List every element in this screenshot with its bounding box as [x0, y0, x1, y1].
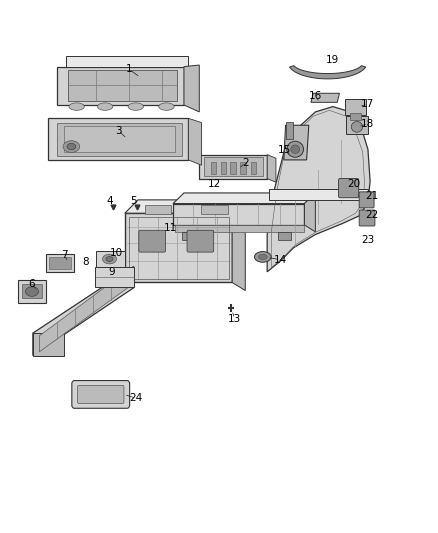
Polygon shape	[18, 280, 46, 303]
Ellipse shape	[69, 103, 84, 110]
Ellipse shape	[128, 103, 143, 110]
Text: 23: 23	[361, 235, 374, 245]
Ellipse shape	[159, 103, 174, 110]
Polygon shape	[33, 266, 134, 356]
FancyBboxPatch shape	[78, 385, 124, 403]
Polygon shape	[48, 118, 188, 160]
Ellipse shape	[287, 141, 304, 157]
Polygon shape	[68, 70, 177, 101]
Polygon shape	[286, 122, 293, 139]
Text: 3: 3	[115, 126, 122, 135]
Text: 24: 24	[129, 393, 142, 403]
Text: 13: 13	[228, 314, 241, 324]
Text: 9: 9	[108, 267, 115, 277]
Ellipse shape	[291, 145, 300, 154]
Text: 6: 6	[28, 279, 35, 288]
Ellipse shape	[106, 257, 113, 262]
Polygon shape	[311, 93, 339, 102]
Bar	[145, 205, 171, 214]
Text: 22: 22	[366, 211, 379, 220]
Polygon shape	[125, 213, 232, 282]
Polygon shape	[95, 266, 134, 287]
Polygon shape	[66, 56, 188, 67]
Text: 20: 20	[347, 179, 360, 189]
Ellipse shape	[25, 287, 39, 296]
Bar	[230, 162, 236, 174]
Ellipse shape	[258, 254, 267, 260]
FancyBboxPatch shape	[339, 179, 359, 198]
Ellipse shape	[351, 122, 363, 132]
Text: 1: 1	[126, 64, 133, 74]
Polygon shape	[267, 155, 276, 182]
Ellipse shape	[63, 141, 80, 152]
FancyBboxPatch shape	[72, 381, 130, 408]
Polygon shape	[269, 189, 368, 200]
Text: 16: 16	[309, 91, 322, 101]
Bar	[251, 162, 256, 174]
Polygon shape	[22, 284, 42, 298]
Polygon shape	[57, 67, 184, 105]
Text: 2: 2	[242, 158, 249, 167]
FancyBboxPatch shape	[187, 230, 214, 252]
Polygon shape	[57, 123, 182, 156]
Polygon shape	[345, 99, 366, 115]
Ellipse shape	[97, 103, 113, 110]
Text: 12: 12	[208, 179, 221, 189]
Polygon shape	[188, 118, 201, 165]
Text: 10: 10	[110, 248, 123, 258]
Text: 15: 15	[278, 146, 291, 155]
Polygon shape	[290, 66, 366, 79]
Bar	[211, 162, 216, 174]
Polygon shape	[173, 204, 304, 225]
Bar	[201, 205, 228, 214]
Bar	[278, 232, 291, 240]
Text: 18: 18	[361, 119, 374, 128]
Polygon shape	[175, 225, 304, 232]
Text: 4: 4	[106, 197, 113, 206]
Polygon shape	[284, 125, 309, 160]
Ellipse shape	[254, 252, 271, 262]
Text: 7: 7	[61, 250, 68, 260]
Text: 21: 21	[366, 191, 379, 201]
Polygon shape	[64, 126, 175, 152]
Polygon shape	[39, 269, 129, 352]
Text: 5: 5	[130, 197, 137, 206]
Text: 8: 8	[82, 257, 89, 267]
Polygon shape	[184, 65, 199, 112]
Ellipse shape	[67, 143, 76, 150]
Text: 19: 19	[326, 55, 339, 64]
Polygon shape	[125, 200, 245, 213]
Polygon shape	[204, 157, 263, 176]
FancyBboxPatch shape	[359, 192, 374, 208]
Ellipse shape	[102, 254, 117, 264]
Polygon shape	[232, 200, 245, 290]
Polygon shape	[350, 113, 361, 120]
Polygon shape	[33, 333, 64, 356]
FancyBboxPatch shape	[139, 230, 166, 252]
Text: 14: 14	[274, 255, 287, 264]
FancyBboxPatch shape	[359, 210, 375, 226]
Polygon shape	[346, 116, 368, 134]
Polygon shape	[199, 155, 267, 179]
Bar	[240, 162, 246, 174]
Polygon shape	[49, 257, 71, 269]
Bar	[221, 162, 226, 174]
Polygon shape	[304, 193, 315, 232]
Polygon shape	[267, 107, 370, 272]
Text: 11: 11	[164, 223, 177, 233]
Text: 17: 17	[361, 99, 374, 109]
Polygon shape	[46, 254, 74, 272]
Polygon shape	[96, 251, 125, 266]
Bar	[182, 232, 195, 240]
Polygon shape	[173, 193, 315, 204]
